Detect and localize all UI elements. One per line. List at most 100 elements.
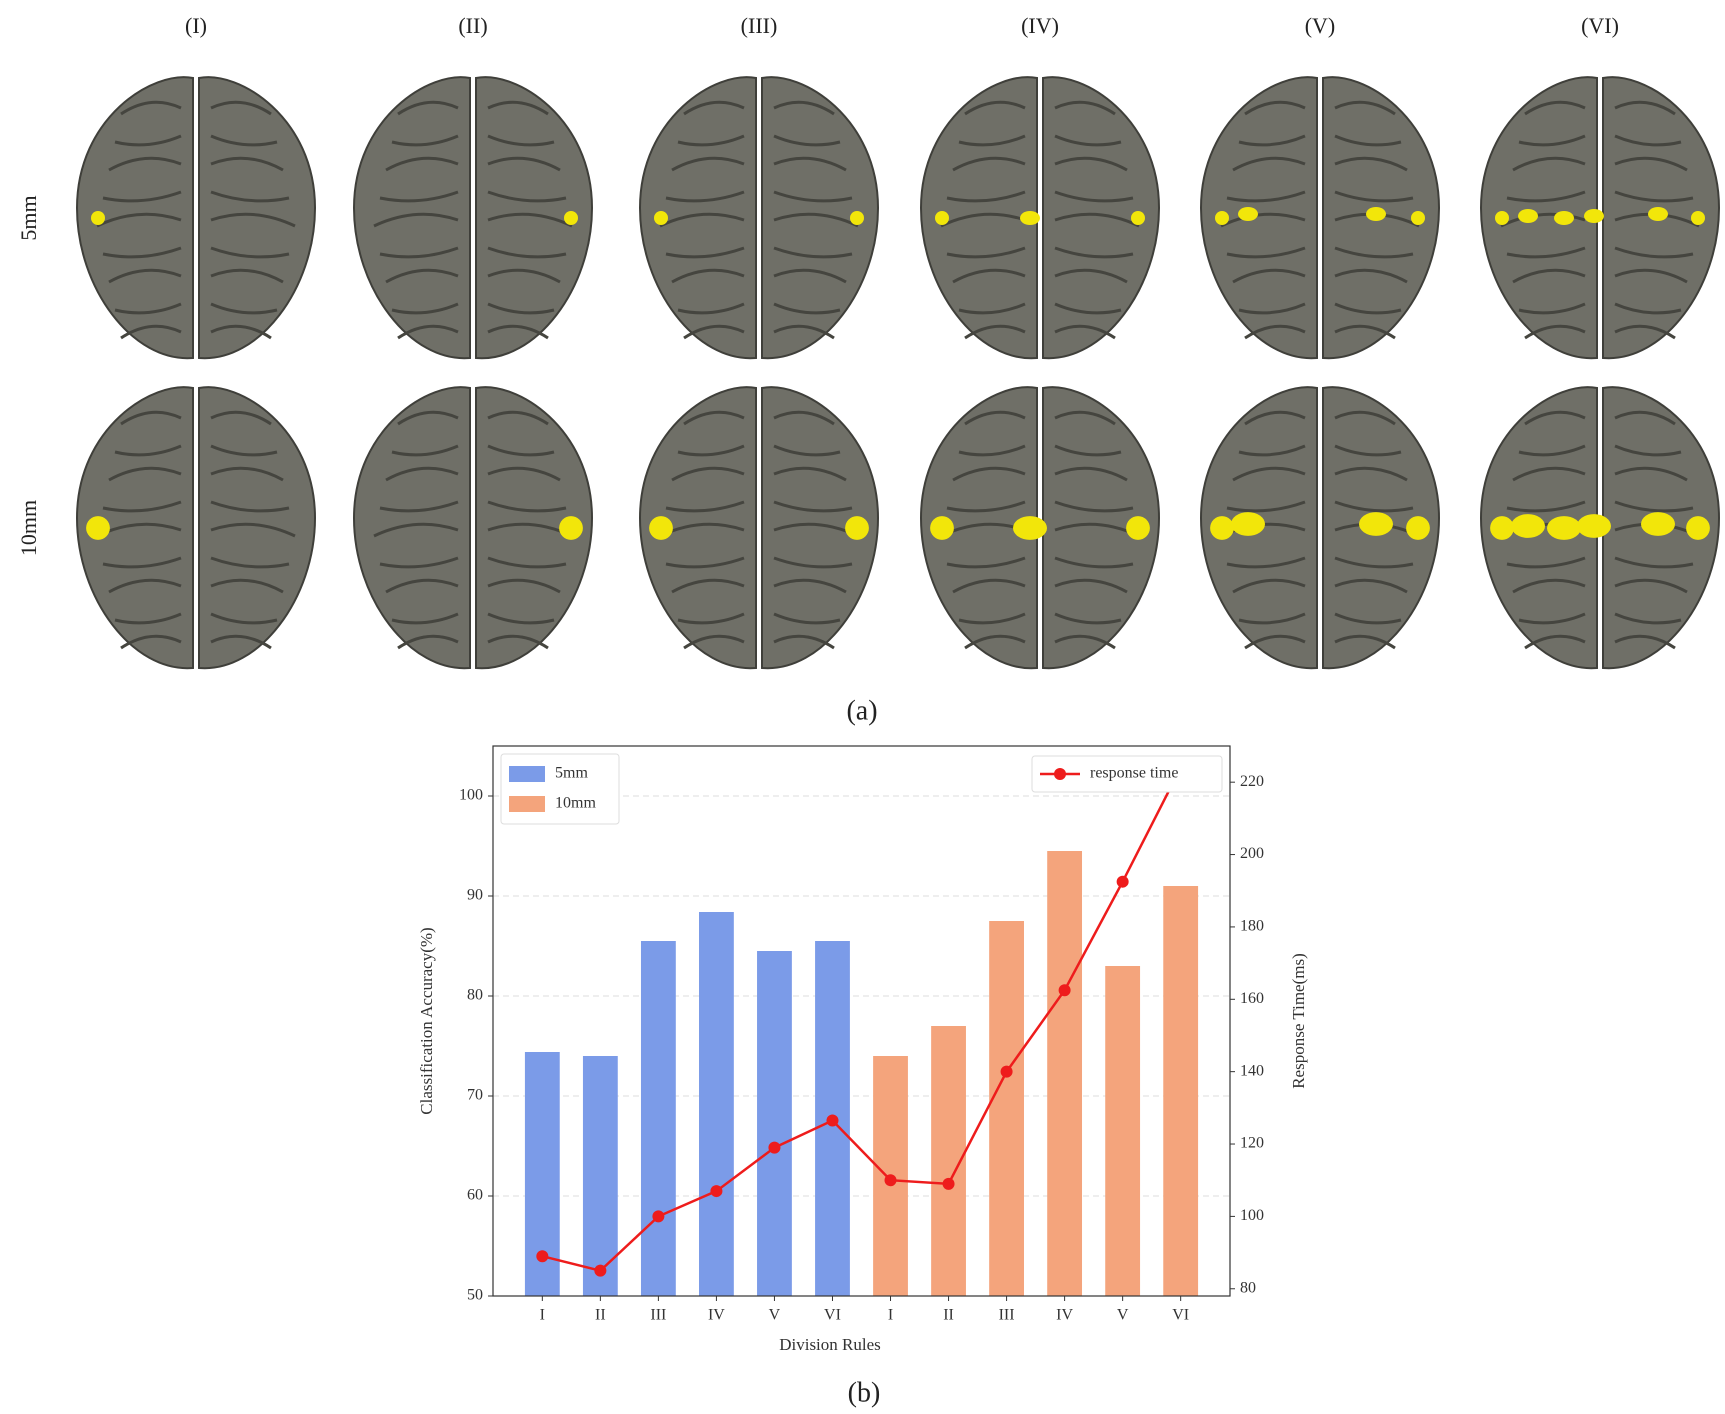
activation bbox=[91, 211, 105, 225]
y2-tick-label: 220 bbox=[1240, 773, 1264, 790]
sulcus bbox=[114, 612, 182, 625]
sulcus bbox=[671, 466, 745, 482]
point bbox=[826, 1114, 839, 1127]
sulcus bbox=[487, 212, 573, 228]
sulcus bbox=[1518, 612, 1586, 625]
sulcus bbox=[1226, 190, 1306, 203]
sulcus bbox=[391, 134, 459, 147]
sulcus bbox=[210, 500, 290, 513]
sulcus bbox=[397, 410, 459, 426]
sulcus bbox=[773, 212, 859, 228]
activation bbox=[1691, 211, 1705, 225]
y2-tick-label: 180 bbox=[1240, 918, 1264, 935]
hemisphere bbox=[761, 76, 880, 360]
y2-tick-label: 200 bbox=[1240, 845, 1264, 862]
x-tick-label: V bbox=[769, 1307, 781, 1324]
sulcus bbox=[210, 100, 272, 116]
sulcus bbox=[96, 212, 182, 228]
sulcus bbox=[683, 100, 745, 116]
caption-a: (a) bbox=[846, 695, 877, 726]
hemisphere bbox=[198, 76, 317, 360]
sulcus bbox=[1334, 246, 1414, 259]
sulcus bbox=[665, 190, 745, 203]
sulcus bbox=[946, 190, 1026, 203]
sulcus bbox=[1334, 134, 1402, 147]
x-tick-label: I bbox=[888, 1307, 893, 1324]
sulcus bbox=[1614, 156, 1688, 172]
activation bbox=[930, 516, 954, 540]
sulcus bbox=[773, 324, 835, 340]
sulcus bbox=[1614, 246, 1694, 259]
sulcus bbox=[1244, 100, 1306, 116]
x-tick-label: IV bbox=[1056, 1307, 1073, 1324]
sulcus bbox=[677, 612, 745, 625]
plot-frame bbox=[492, 745, 1231, 1297]
sulcus bbox=[1244, 634, 1306, 650]
sulcus bbox=[210, 444, 278, 457]
sulcus bbox=[1518, 302, 1586, 315]
sulcus bbox=[665, 246, 745, 259]
sulcus bbox=[210, 268, 284, 284]
activation bbox=[1577, 514, 1611, 538]
sulcus bbox=[1054, 500, 1134, 513]
sulcus bbox=[773, 466, 847, 482]
sulcus bbox=[1614, 444, 1682, 457]
sulcus bbox=[210, 522, 296, 538]
hemisphere bbox=[761, 386, 880, 670]
activation bbox=[1020, 211, 1040, 225]
sulcus bbox=[1524, 410, 1586, 426]
sulcus bbox=[1506, 500, 1586, 513]
sulcus bbox=[120, 100, 182, 116]
sulcus bbox=[487, 134, 555, 147]
sulcus bbox=[683, 324, 745, 340]
point bbox=[1116, 875, 1129, 888]
sulcus bbox=[379, 190, 459, 203]
sulcus bbox=[1524, 100, 1586, 116]
activation bbox=[845, 516, 869, 540]
sulcus bbox=[391, 444, 459, 457]
sulcus bbox=[1518, 444, 1586, 457]
sulcus bbox=[1334, 612, 1402, 625]
brain bbox=[638, 76, 880, 360]
sulcus bbox=[1524, 324, 1586, 340]
activation bbox=[1366, 207, 1386, 221]
sulcus bbox=[210, 612, 278, 625]
sulcus bbox=[1238, 302, 1306, 315]
x-tick-label: III bbox=[650, 1307, 666, 1324]
hemisphere bbox=[198, 386, 317, 670]
sulcus bbox=[671, 578, 745, 594]
activation bbox=[1511, 514, 1545, 538]
activation bbox=[86, 516, 110, 540]
brain bbox=[1199, 386, 1441, 670]
activation bbox=[1359, 512, 1393, 536]
point bbox=[594, 1264, 607, 1277]
hemisphere bbox=[919, 386, 1038, 670]
activation bbox=[850, 211, 864, 225]
sulcus bbox=[108, 466, 182, 482]
point bbox=[768, 1141, 781, 1154]
sulcus bbox=[210, 578, 284, 594]
point bbox=[710, 1185, 723, 1198]
brain bbox=[352, 76, 594, 360]
activation bbox=[935, 211, 949, 225]
sulcus bbox=[1244, 410, 1306, 426]
sulcus bbox=[964, 100, 1026, 116]
activation bbox=[1215, 211, 1229, 225]
sulcus bbox=[677, 444, 745, 457]
column-label: (VI) bbox=[1581, 13, 1619, 38]
sulcus bbox=[487, 246, 567, 259]
brain bbox=[352, 386, 594, 670]
hemisphere bbox=[352, 76, 471, 360]
sulcus bbox=[1512, 578, 1586, 594]
sulcus bbox=[665, 500, 745, 513]
sulcus bbox=[952, 156, 1026, 172]
sulcus bbox=[1506, 556, 1586, 569]
legend-label: 5mm bbox=[555, 765, 588, 782]
sulcus bbox=[1334, 466, 1408, 482]
caption-b: (b) bbox=[848, 1377, 881, 1408]
activation bbox=[1490, 516, 1514, 540]
sulcus bbox=[773, 444, 841, 457]
sulcus bbox=[102, 500, 182, 513]
sulcus bbox=[773, 268, 847, 284]
y-tick-label: 100 bbox=[459, 787, 483, 804]
